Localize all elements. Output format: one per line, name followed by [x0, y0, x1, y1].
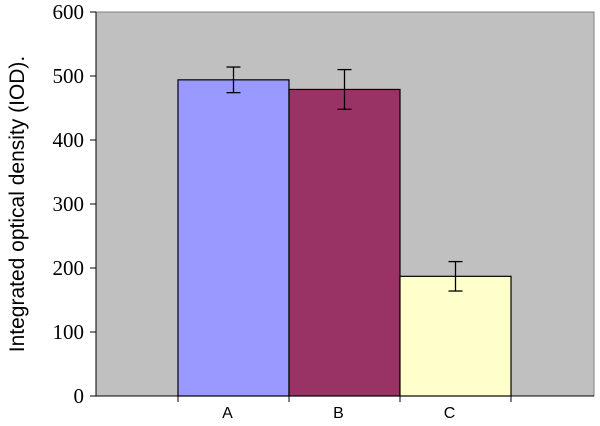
y-tick-label: 300 — [53, 192, 85, 216]
x-tick-label-B: B — [333, 405, 344, 422]
bar-C — [399, 275, 512, 397]
y-tick-label: 500 — [53, 64, 85, 88]
y-tick-label: 100 — [53, 320, 85, 344]
y-tick-label: 200 — [53, 256, 85, 280]
bars — [177, 66, 512, 397]
y-tick-label: 600 — [53, 0, 85, 24]
bar-B — [288, 88, 401, 397]
x-tick-label-C: C — [444, 405, 456, 422]
y-axis-title: Integrated optical density (IOD). — [6, 56, 29, 352]
y-axis-ticks: 0 100 200 300 400 500 600 — [53, 0, 97, 408]
x-axis-labels: A B C — [96, 395, 594, 422]
bar-A — [177, 79, 290, 397]
x-tick-label-A: A — [222, 405, 233, 422]
y-tick-label: 400 — [53, 128, 85, 152]
y-tick-label: 0 — [74, 384, 85, 408]
